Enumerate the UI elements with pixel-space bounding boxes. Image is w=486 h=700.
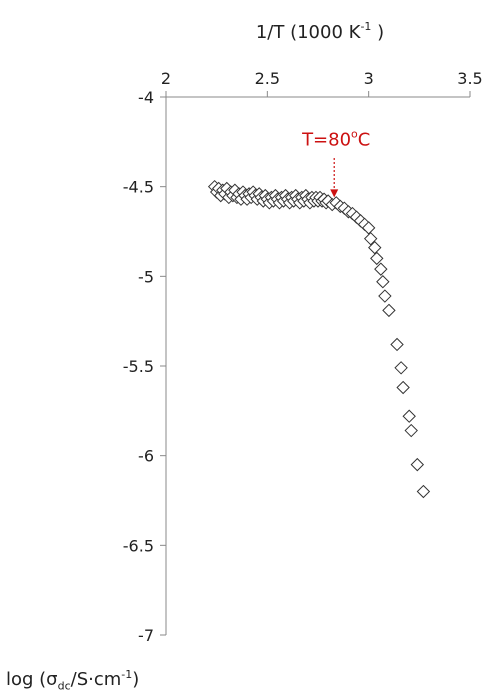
y-tick-label: -7: [138, 626, 154, 645]
x-axis-title: 1/T (1000 K-1 ): [256, 20, 384, 43]
temperature-annotation: T=80oC: [301, 127, 370, 198]
data-point: [410, 457, 425, 472]
x-axis-ticks: 2 2.5 3 3.5: [161, 69, 483, 97]
data-point: [376, 275, 390, 289]
annotation-arrow-head: [330, 189, 339, 198]
x-tick-label: 2: [161, 69, 171, 88]
data-point: [368, 240, 382, 255]
data-point: [361, 221, 376, 235]
data-point: [363, 231, 378, 246]
y-tick-label: -5.5: [123, 357, 154, 376]
data-point: [378, 289, 392, 303]
annotation-label: T=80oC: [301, 127, 370, 150]
data-point: [394, 361, 408, 375]
x-tick-label: 2.5: [255, 69, 280, 88]
data-point: [390, 337, 404, 352]
y-tick-label: -4.5: [123, 178, 154, 197]
y-tick-label: -6.5: [123, 536, 154, 555]
y-tick-label: -5: [138, 267, 154, 286]
y-axis-title: log (σdc/S·cm-1): [6, 668, 140, 693]
data-point: [382, 303, 396, 318]
data-point: [396, 380, 410, 395]
x-tick-label: 3: [364, 69, 374, 88]
data-point: [402, 409, 416, 423]
y-tick-label: -4: [138, 88, 154, 107]
data-points: [207, 179, 431, 499]
data-point: [374, 262, 388, 276]
data-point: [370, 251, 384, 266]
data-point: [404, 423, 418, 438]
x-tick-label: 3.5: [457, 69, 482, 88]
y-tick-label: -6: [138, 447, 154, 466]
data-point: [416, 484, 431, 499]
y-axis-ticks: -4 -4.5 -5 -5.5 -6 -6.5 -7: [123, 88, 166, 645]
